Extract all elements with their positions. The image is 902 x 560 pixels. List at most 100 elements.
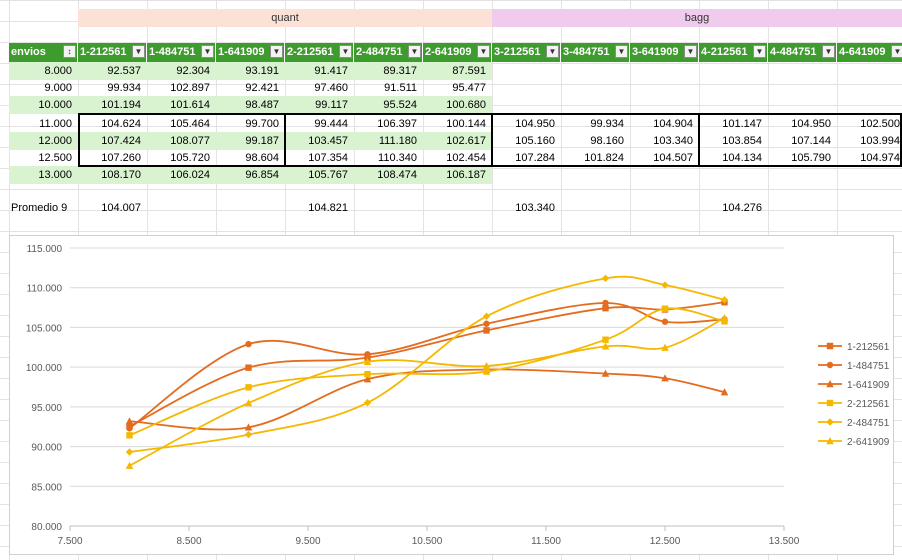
cell-value[interactable]: 108.170: [78, 166, 147, 184]
filter-dropdown-icon[interactable]: ▼: [270, 45, 283, 58]
promedio-value[interactable]: 104.007: [101, 202, 141, 214]
cell-envios[interactable]: 12.500: [38, 152, 72, 164]
filter-dropdown-icon[interactable]: ▼: [822, 45, 835, 58]
cell-value[interactable]: 107.354: [308, 152, 348, 164]
cell-value[interactable]: 107.260: [101, 152, 141, 164]
cell-value[interactable]: [561, 62, 630, 80]
cell-value[interactable]: 106.397: [377, 118, 417, 130]
cell-value[interactable]: 89.317: [354, 62, 423, 80]
cell-value[interactable]: 107.144: [791, 135, 831, 147]
header-2-641909[interactable]: 2-641909 ▼: [423, 43, 492, 62]
cell-value[interactable]: 102.500: [860, 118, 900, 130]
cell-value[interactable]: 105.160: [515, 135, 555, 147]
cell-value[interactable]: 103.994: [860, 135, 900, 147]
cell-value[interactable]: [768, 79, 837, 97]
cell-value[interactable]: 111.180: [354, 132, 423, 150]
promedio-value[interactable]: [423, 199, 492, 217]
header-1-484751[interactable]: 1-484751 ▼: [147, 43, 216, 62]
cell-value[interactable]: 95.524: [354, 96, 423, 114]
line-chart[interactable]: 80.000 85.000 90.000 95.000 100.000 105.000 11…: [9, 235, 894, 555]
filter-dropdown-icon[interactable]: ▼: [339, 45, 352, 58]
promedio-value[interactable]: 104.821: [308, 202, 348, 214]
cell-value[interactable]: [837, 96, 902, 114]
cell-value[interactable]: 105.767: [285, 166, 354, 184]
cell-value[interactable]: 98.487: [216, 96, 285, 114]
cell-value[interactable]: [630, 62, 699, 80]
cell-value[interactable]: 98.160: [590, 135, 624, 147]
filter-dropdown-icon[interactable]: ▼: [477, 45, 490, 58]
cell-value[interactable]: 101.194: [78, 96, 147, 114]
cell-value[interactable]: 98.604: [245, 152, 279, 164]
cell-value[interactable]: 96.854: [216, 166, 285, 184]
promedio-value[interactable]: [216, 199, 285, 217]
cell-value[interactable]: 87.591: [423, 62, 492, 80]
cell-value[interactable]: 104.974: [860, 152, 900, 164]
filter-dropdown-icon[interactable]: ▼: [684, 45, 697, 58]
cell-value[interactable]: 101.614: [147, 96, 216, 114]
header-4-212561[interactable]: 4-212561 ▼: [699, 43, 768, 62]
cell-value[interactable]: 99.187: [216, 132, 285, 150]
promedio-value[interactable]: [354, 199, 423, 217]
cell-value[interactable]: [699, 96, 768, 114]
promedio-value[interactable]: [768, 199, 837, 217]
filter-dropdown-icon[interactable]: ▼: [201, 45, 214, 58]
filter-dropdown-icon[interactable]: ▼: [891, 45, 902, 58]
cell-value[interactable]: 103.457: [285, 132, 354, 150]
cell-value[interactable]: [630, 79, 699, 97]
sort-filter-icon[interactable]: ↕: [63, 45, 76, 58]
cell-envios[interactable]: 12.000: [9, 132, 78, 150]
filter-dropdown-icon[interactable]: ▼: [408, 45, 421, 58]
header-3-212561[interactable]: 3-212561 ▼: [492, 43, 561, 62]
cell-envios[interactable]: 13.000: [9, 166, 78, 184]
cell-value[interactable]: 91.511: [384, 82, 417, 94]
cell-envios[interactable]: 10.000: [9, 96, 78, 114]
promedio-value[interactable]: [147, 199, 216, 217]
cell-value[interactable]: 99.444: [314, 118, 348, 130]
cell-value[interactable]: 106.024: [147, 166, 216, 184]
cell-value[interactable]: 104.624: [101, 118, 141, 130]
cell-value[interactable]: [630, 166, 699, 184]
cell-value[interactable]: 104.507: [653, 152, 693, 164]
cell-value[interactable]: 100.144: [446, 118, 486, 130]
cell-value[interactable]: 99.934: [590, 118, 624, 130]
filter-dropdown-icon[interactable]: ▼: [546, 45, 559, 58]
cell-value[interactable]: 97.460: [314, 82, 348, 94]
cell-value[interactable]: 103.340: [653, 135, 693, 147]
cell-value[interactable]: [630, 96, 699, 114]
cell-value[interactable]: 104.950: [791, 118, 831, 130]
cell-value[interactable]: 101.824: [584, 152, 624, 164]
cell-value[interactable]: 104.950: [515, 118, 555, 130]
cell-value[interactable]: 99.700: [245, 118, 279, 130]
cell-value[interactable]: 106.187: [423, 166, 492, 184]
cell-value[interactable]: [561, 96, 630, 114]
cell-value[interactable]: [699, 62, 768, 80]
filter-dropdown-icon[interactable]: ▼: [753, 45, 766, 58]
cell-value[interactable]: 107.424: [78, 132, 147, 150]
cell-value[interactable]: 104.904: [653, 118, 693, 130]
cell-value[interactable]: 101.147: [722, 118, 762, 130]
cell-value[interactable]: [699, 79, 768, 97]
promedio-value[interactable]: [630, 199, 699, 217]
cell-value[interactable]: 105.720: [170, 152, 210, 164]
cell-value[interactable]: [492, 62, 561, 80]
cell-value[interactable]: 100.680: [423, 96, 492, 114]
cell-value[interactable]: 92.537: [78, 62, 147, 80]
header-3-484751[interactable]: 3-484751 ▼: [561, 43, 630, 62]
cell-value[interactable]: 99.117: [285, 96, 354, 114]
header-4-641909[interactable]: 4-641909 ▼: [837, 43, 902, 62]
cell-envios[interactable]: 9.000: [44, 82, 72, 94]
cell-value[interactable]: [699, 166, 768, 184]
cell-value[interactable]: [837, 166, 902, 184]
cell-value[interactable]: 91.417: [285, 62, 354, 80]
header-1-212561[interactable]: 1-212561 ▼: [78, 43, 147, 62]
cell-value[interactable]: [492, 166, 561, 184]
cell-value[interactable]: 93.191: [216, 62, 285, 80]
header-envios[interactable]: envios ↕: [9, 43, 78, 62]
cell-value[interactable]: [492, 79, 561, 97]
header-1-641909[interactable]: 1-641909 ▼: [216, 43, 285, 62]
cell-value[interactable]: 103.854: [722, 135, 762, 147]
cell-value[interactable]: 104.134: [722, 152, 762, 164]
cell-value[interactable]: 108.077: [147, 132, 216, 150]
cell-value[interactable]: 105.464: [170, 118, 210, 130]
cell-value[interactable]: [768, 62, 837, 80]
